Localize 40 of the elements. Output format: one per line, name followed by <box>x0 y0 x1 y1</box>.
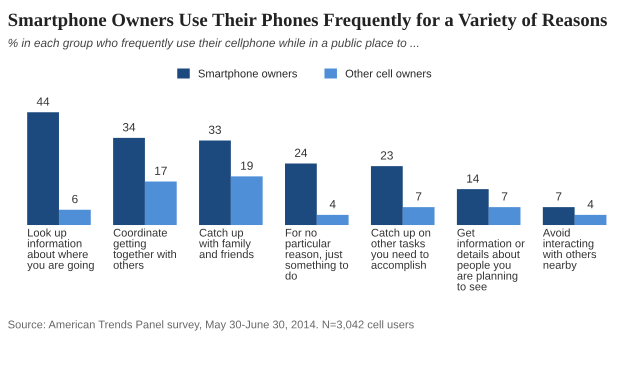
data-label: 7 <box>416 192 422 201</box>
data-label: 23 <box>380 151 393 160</box>
data-label: 24 <box>294 148 308 157</box>
chart-subtitle: % in each group who frequently use their cellphone while in a public place to ... <box>8 38 418 50</box>
x-tick-label: Avoid interacting with others nearby <box>542 228 596 272</box>
data-label: 4 <box>330 200 336 208</box>
bar <box>574 214 606 226</box>
data-label: 7 <box>556 192 562 201</box>
bar <box>316 214 349 226</box>
data-label: 14 <box>467 174 480 183</box>
bar <box>27 112 59 226</box>
data-label: 33 <box>208 126 222 134</box>
bar <box>456 189 489 226</box>
bar <box>144 181 177 226</box>
bar <box>230 176 263 226</box>
bar <box>58 210 91 226</box>
x-tick-label: Catch up with family and friends <box>199 228 254 258</box>
bar <box>402 207 435 226</box>
x-tick-label: Look up information about where you are going <box>27 228 94 272</box>
x-tick-label: Coordinate getting together with others <box>113 228 176 269</box>
x-tick-label: For no particular reason, just something to do <box>285 228 348 280</box>
legend-label: Other cell owners <box>346 69 432 78</box>
bar <box>370 166 403 226</box>
x-tick-label: Get information or details about people you are planning to see <box>457 228 525 290</box>
source-note: Source: American Trends Panel survey, May 30-June 30, 2014. N=3,042 cell users <box>8 320 414 331</box>
chart-title: Smartphone Owners Use Their Phones Frequently for a Variety of Reasons <box>8 12 607 30</box>
data-label: 4 <box>588 200 594 208</box>
data-label: 19 <box>241 162 253 170</box>
data-label: 7 <box>502 192 508 201</box>
bar <box>199 140 231 226</box>
data-label: 17 <box>155 166 167 175</box>
bar <box>113 138 145 226</box>
bar <box>285 164 317 226</box>
data-label: 44 <box>36 98 50 106</box>
data-label: 6 <box>72 194 78 204</box>
bar <box>542 207 575 226</box>
bar <box>488 207 520 226</box>
x-tick-label: Catch up on other tasks you need to accomplish <box>370 228 430 272</box>
data-label: 34 <box>122 123 136 132</box>
legend-label: Smartphone owners <box>198 69 297 80</box>
